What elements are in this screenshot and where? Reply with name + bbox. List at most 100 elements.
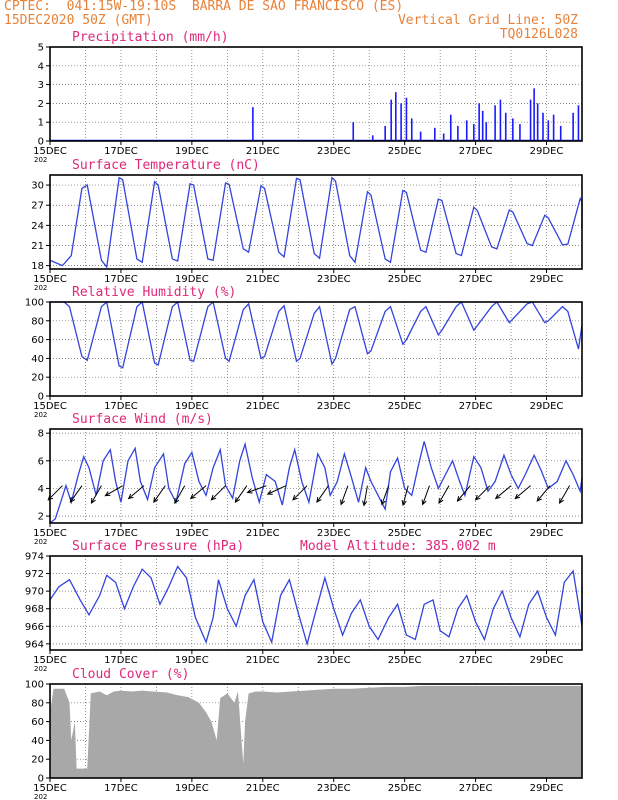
precip-bar xyxy=(499,99,502,141)
precip-bar xyxy=(577,105,580,141)
year-label: 202 xyxy=(34,284,47,292)
y-tick-label: 40 xyxy=(31,736,44,747)
x-tick-label: 29DEC xyxy=(530,146,564,157)
x-tick-label: 19DEC xyxy=(175,655,209,666)
precip-bar xyxy=(481,110,484,141)
wind-arrow xyxy=(104,485,123,497)
cloud-area xyxy=(50,685,582,778)
precip-bar xyxy=(410,118,413,141)
wind-arrow xyxy=(174,485,186,504)
precip-bar xyxy=(572,112,574,141)
x-tick-label: 17DEC xyxy=(104,528,138,539)
pres-title: Surface Pressure (hPa) xyxy=(72,539,244,554)
y-tick-label: 60 xyxy=(31,335,44,346)
year-label: 202 xyxy=(34,538,47,546)
y-tick-label: 80 xyxy=(31,698,44,709)
y-tick-label: 24 xyxy=(31,221,44,232)
x-tick-label: 15DEC xyxy=(33,146,67,157)
x-tick-label: 21DEC xyxy=(246,528,280,539)
wind-arrow xyxy=(559,485,571,504)
x-tick-label: 23DEC xyxy=(317,783,351,794)
x-tick-label: 27DEC xyxy=(459,274,493,285)
x-tick-label: 25DEC xyxy=(388,783,422,794)
y-tick-label: 27 xyxy=(31,201,44,212)
wind-arrow xyxy=(69,485,83,504)
precip-bar xyxy=(542,112,544,141)
wind-arrow xyxy=(210,485,226,501)
x-tick-label: 27DEC xyxy=(459,528,493,539)
precip-bar xyxy=(434,127,436,141)
precip-bar xyxy=(478,103,480,141)
y-tick-label: 966 xyxy=(25,622,44,633)
x-tick-label: 15DEC xyxy=(33,783,67,794)
precip-panel: 0 1 2 3 4 5 15DEC 17DEC 19DEC 21DEC 23DEC 25DEC 27DE… xyxy=(33,30,583,164)
precip-bar xyxy=(390,99,392,141)
x-tick-label: 17DEC xyxy=(104,146,138,157)
precip-bar xyxy=(400,103,402,141)
wind-arrow xyxy=(90,485,102,504)
y-tick-label: 100 xyxy=(25,298,44,309)
y-tick-label: 8 xyxy=(38,429,44,440)
year-label: 202 xyxy=(34,156,47,164)
rh-series-line xyxy=(50,300,583,369)
precip-bar xyxy=(473,124,475,141)
precip-bar xyxy=(449,114,452,141)
y-tick-label: 1 xyxy=(38,118,44,129)
x-tick-label: 23DEC xyxy=(317,146,351,157)
x-tick-label: 21DEC xyxy=(246,274,280,285)
y-tick-label: 2 xyxy=(38,99,44,110)
x-tick-label: 15DEC xyxy=(33,528,67,539)
temp-frame xyxy=(49,174,583,270)
x-tick-label: 29DEC xyxy=(530,655,564,666)
wind-arrow xyxy=(421,485,430,506)
wind-frame xyxy=(49,428,583,524)
x-tick-label: 19DEC xyxy=(175,528,209,539)
x-tick-label: 15DEC xyxy=(33,655,67,666)
precip-bar xyxy=(465,120,468,141)
year-label: 202 xyxy=(34,665,47,673)
wind-arrow xyxy=(494,485,512,500)
header-line1: CPTEC: 041:15W-19:10S BARRA DE SAO FRANC… xyxy=(4,0,404,14)
wind-arrow xyxy=(514,485,531,500)
y-tick-label: 21 xyxy=(31,241,44,252)
y-tick-label: 4 xyxy=(38,484,44,495)
y-tick-label: 970 xyxy=(25,587,44,598)
x-tick-label: 29DEC xyxy=(530,274,564,285)
header-date: 15DEC2020 50Z (GMT) xyxy=(4,13,153,28)
y-tick-label: 80 xyxy=(31,316,44,327)
wind-arrow xyxy=(266,485,287,495)
y-tick-label: 20 xyxy=(31,755,44,766)
x-tick-label: 19DEC xyxy=(175,401,209,412)
wind-arrow xyxy=(536,485,551,502)
precip-bar xyxy=(533,88,535,141)
x-tick-label: 29DEC xyxy=(530,783,564,794)
x-tick-label: 21DEC xyxy=(246,401,280,412)
x-tick-label: 19DEC xyxy=(175,783,209,794)
wind-arrow xyxy=(438,485,450,504)
precip-bar xyxy=(252,107,254,141)
precip-bar xyxy=(405,97,408,141)
precip-bar xyxy=(371,135,374,141)
y-tick-label: 60 xyxy=(31,717,44,728)
x-tick-label: 25DEC xyxy=(388,146,422,157)
y-tick-label: 6 xyxy=(38,456,44,467)
y-tick-label: 30 xyxy=(31,181,44,192)
y-tick-label: 4 xyxy=(38,61,44,72)
year-label: 202 xyxy=(34,793,47,800)
wind-arrow xyxy=(292,485,308,501)
temp-panel: 18 21 24 27 30 15DEC 17DEC 19DEC 21DEC 23DEC 25DEC… xyxy=(31,158,583,292)
x-tick-label: 23DEC xyxy=(317,655,351,666)
y-tick-label: 964 xyxy=(25,639,44,650)
precip-title: Precipitation (mm/h) xyxy=(72,30,229,45)
wind-arrow xyxy=(234,485,248,504)
x-tick-label: 25DEC xyxy=(388,528,422,539)
wind-arrow xyxy=(246,485,267,494)
wind-panel: 2 4 6 8 15DEC 17DEC 19DEC 21DEC 23DEC 25DEC 27DEC 2… xyxy=(33,412,583,546)
wind-arrow xyxy=(340,485,349,506)
x-tick-label: 29DEC xyxy=(530,401,564,412)
x-tick-label: 19DEC xyxy=(175,274,209,285)
wind-arrow xyxy=(456,485,471,502)
wind-series-line xyxy=(49,441,583,524)
precip-bar xyxy=(395,92,397,141)
